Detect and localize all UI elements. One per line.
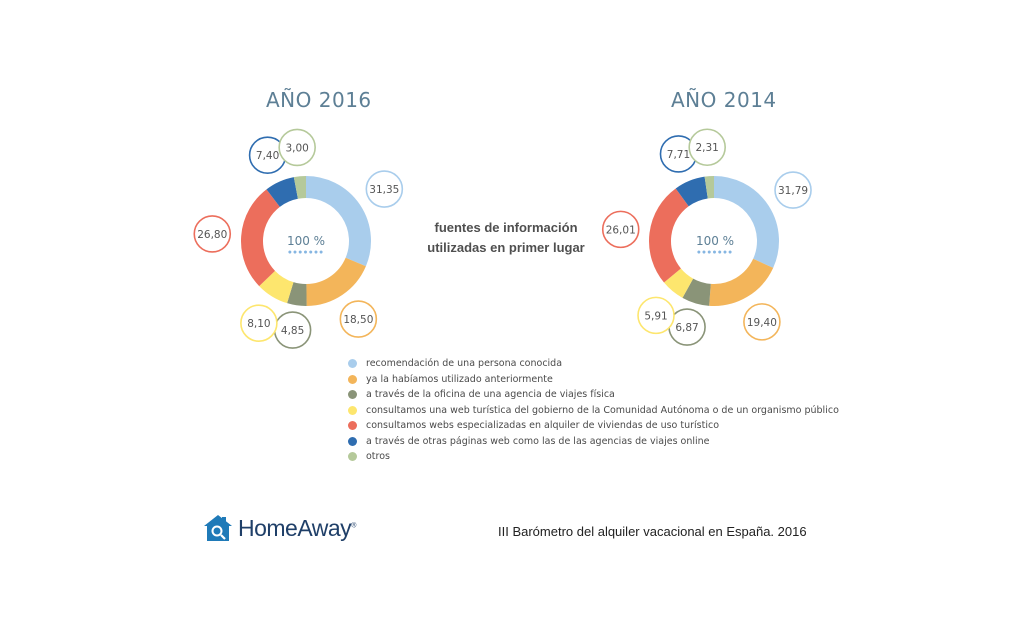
slice-2014-5 [649,188,690,283]
value-bubble-2014-4 [637,296,675,335]
footer-caption: III Barómetro del alquiler vacacional en… [498,524,807,539]
value-label-2016-6: 7,40 [256,150,279,162]
value-label-2014-1: 31,79 [778,185,808,197]
legend-label: otros [366,451,390,463]
registered-mark: ® [351,521,356,529]
value-label-2014-5: 26,01 [606,224,636,236]
slice-2014-7 [704,176,715,199]
legend-item: consultamos una web turística del gobier… [348,403,839,419]
value-label-2016-5: 26,80 [197,229,227,241]
legend-item: recomendación de una persona conocida [348,356,839,372]
legend-swatch [348,359,357,369]
value-label-2016-1: 31,35 [369,184,399,196]
legend-swatch [348,374,357,384]
value-bubble-2016-7 [278,128,316,167]
homeaway-logo: HomeAway® [202,513,356,543]
slice-2014-3 [682,278,712,306]
house-search-icon [204,515,232,541]
legend-label: a través de otras páginas web como las d… [366,435,710,447]
legend-label: consultamos webs especializadas en alqui… [366,420,720,432]
slice-2016-7 [293,176,307,199]
center-label-2014: 100 % [695,234,735,248]
value-label-2016-2: 18,50 [343,314,373,326]
legend-item: otros [348,449,839,465]
slice-2016-1 [305,176,371,267]
legend-label: a través de la oficina de una agencia de… [366,389,615,401]
value-label-2014-7: 2,31 [695,142,718,154]
slice-2014-2 [709,258,774,306]
legend-label: consultamos una web turística del gobier… [366,404,839,416]
value-bubble-2014-2 [743,303,781,341]
value-bubble-2016-4 [240,304,278,342]
value-label-2014-4: 5,91 [644,310,667,322]
legend-label: recomendación de una persona conocida [366,358,563,370]
value-label-2014-2: 19,40 [747,317,777,329]
value-bubble-2016-1 [365,170,404,208]
slice-2016-6 [266,177,299,208]
legend-swatch [348,421,357,431]
value-bubble-2014-1 [774,171,812,209]
slice-2016-4 [259,270,294,304]
legend-label: ya la habíamos utilizado anteriormente [366,373,553,385]
value-label-2016-4: 8,10 [247,318,270,330]
chart-subtitle: fuentes de información utilizadas en pri… [400,218,612,258]
slice-2016-2 [305,257,366,306]
legend-item: a través de otras páginas web como las d… [348,434,839,450]
legend: recomendación de una persona conocida ya… [348,356,839,465]
legend-swatch [348,436,357,446]
subtitle-line-2: utilizadas en primer lugar [427,240,585,255]
legend-swatch [348,452,357,462]
slice-2014-1 [713,176,779,268]
value-label-2014-3: 6,87 [675,322,698,334]
value-label-2016-7: 3,00 [285,142,308,154]
legend-swatch [348,390,357,400]
value-bubble-2014-7 [688,128,726,167]
center-label-2016: 100 % [286,234,326,248]
legend-swatch [348,405,357,415]
center-dots-2014: ●●●●●●● [696,249,734,256]
chart-title-2016: AÑO 2016 [266,88,372,112]
legend-item: a través de la oficina de una agencia de… [348,387,839,403]
donut-2014: 31,79 19,40 6,87 5,91 26,01 7,71 2,31 [601,128,812,346]
slice-2016-5 [241,189,281,287]
legend-item: ya la habíamos utilizado anteriormente [348,372,839,388]
value-bubble-2016-5 [193,215,232,253]
slice-2014-4 [663,268,694,298]
legend-item: consultamos webs especializadas en alqui… [348,418,839,434]
value-bubble-2016-2 [339,300,378,338]
value-label-2014-6: 7,71 [667,149,690,161]
chart-title-2014: AÑO 2014 [671,88,777,112]
donut-2016: 31,35 18,50 4,85 8,10 26,80 7,40 3,00 [193,128,404,349]
value-bubble-2014-5 [601,210,640,249]
subtitle-line-1: fuentes de información [434,220,578,235]
value-label-2016-3: 4,85 [281,325,304,337]
center-dots-2016: ●●●●●●● [287,249,325,256]
brand-text: HomeAway [238,514,352,541]
slice-2016-3 [287,282,307,306]
slice-2014-6 [675,176,709,207]
brand-name: HomeAway® [238,515,356,542]
